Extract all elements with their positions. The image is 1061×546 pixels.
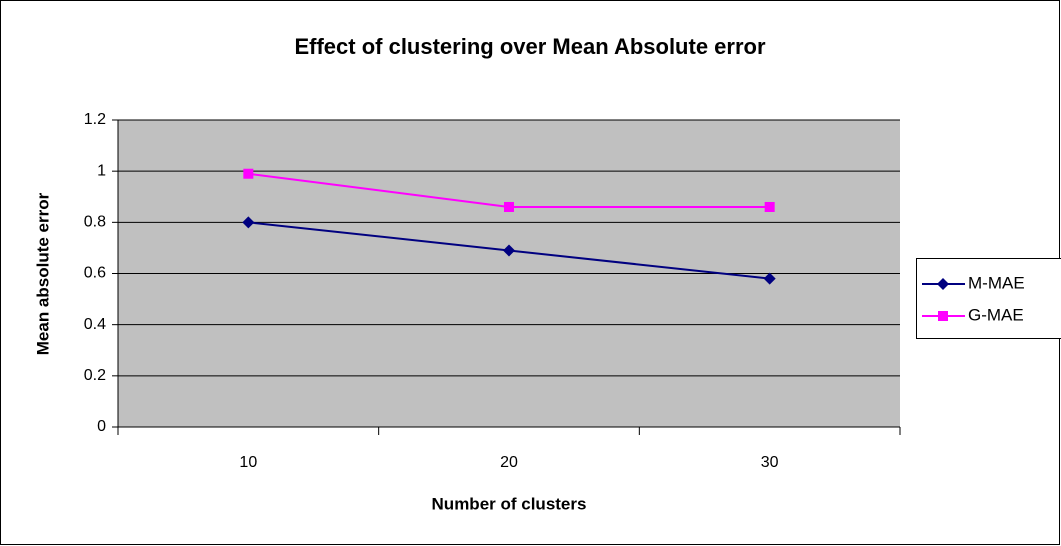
marker xyxy=(763,272,776,285)
y-tick-label: 1.2 xyxy=(84,111,106,128)
y-tick-label: 0.8 xyxy=(84,214,106,231)
y-axis-label: Mean absolute error xyxy=(33,192,52,355)
y-tick-label: 1 xyxy=(97,162,106,179)
marker xyxy=(764,201,775,212)
marker xyxy=(504,201,514,212)
x-axis-label: Number of clusters xyxy=(432,494,587,513)
chart-title: Effect of clustering over Mean Absolute … xyxy=(294,34,765,59)
legend-label: G-MAE xyxy=(968,305,1024,324)
legend-label: M-MAE xyxy=(968,273,1025,292)
x-tick-label: 20 xyxy=(500,454,518,471)
x-tick-label: 10 xyxy=(239,454,257,471)
y-tick-label: 0.4 xyxy=(84,316,106,333)
marker xyxy=(938,311,948,321)
x-tick-label: 30 xyxy=(761,454,779,471)
marker xyxy=(937,278,949,290)
legend xyxy=(916,258,1061,339)
y-tick-label: 0 xyxy=(97,418,106,435)
marker xyxy=(243,168,254,179)
y-tick-label: 0.6 xyxy=(84,265,106,282)
y-tick-label: 0.2 xyxy=(84,367,106,384)
marker xyxy=(242,216,255,229)
marker xyxy=(503,244,515,257)
